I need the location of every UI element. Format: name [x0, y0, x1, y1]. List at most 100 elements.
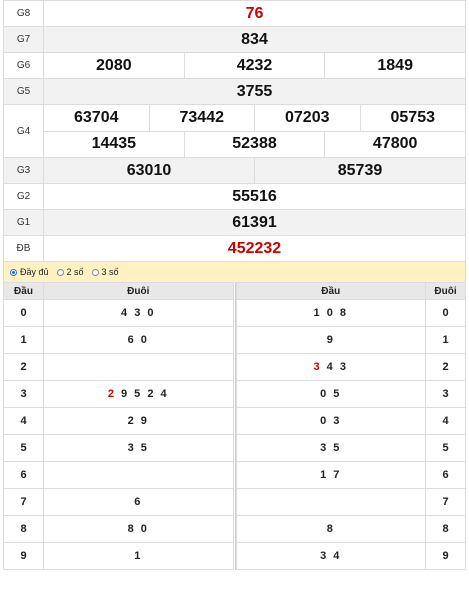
tail-digit: 7 — [425, 488, 466, 516]
prize-number: 73442 — [179, 108, 225, 126]
head-digits — [235, 488, 426, 516]
head-digit: 8 — [3, 515, 44, 543]
digits: 4 3 — [321, 361, 348, 373]
head-digit: 6 — [3, 461, 44, 489]
prize-number: 452232 — [227, 239, 282, 257]
lottery-results: G8 76 G7 834 G6 2080 4232 1849 G5 3755 G… — [3, 0, 466, 570]
table-row: 0 5 3 — [235, 380, 466, 408]
prize-row-g7: G7 834 — [3, 26, 466, 53]
digits: 0 5 — [320, 388, 342, 400]
head-digits: 3 4 — [235, 542, 426, 570]
prize-number: 47800 — [372, 135, 418, 153]
digits: 0 3 — [320, 415, 342, 427]
tail-digits: 6 0 — [43, 326, 234, 354]
prize-label: G3 — [3, 157, 44, 184]
prize-number: 55516 — [232, 187, 277, 205]
tail-digit: 8 — [425, 515, 466, 543]
highlight-digit: 3 — [313, 361, 322, 373]
column-header-tail: Đuôi — [425, 282, 466, 300]
prize-number: 14435 — [91, 135, 137, 153]
digits: 1 — [134, 550, 143, 562]
tail-digit: 5 — [425, 434, 466, 462]
prize-number: 63704 — [74, 108, 119, 126]
table-row: 0 3 4 — [235, 407, 466, 435]
column-header-tail: Đuôi — [43, 282, 234, 300]
prize-row-g6: G6 2080 4232 1849 — [3, 52, 466, 79]
digits: 3 5 — [127, 442, 149, 454]
digit-filter: Đầy đủ 2 số 3 số — [3, 262, 466, 282]
digits: 9 5 2 4 — [115, 388, 169, 400]
digits: 6 — [134, 496, 143, 508]
radio-selected-icon — [10, 268, 17, 276]
head-digits: 1 0 8 — [235, 299, 426, 327]
tail-digit: 4 — [425, 407, 466, 435]
prize-label: G7 — [3, 26, 44, 53]
radio-icon — [56, 268, 64, 276]
table-row: 5 3 5 — [3, 434, 234, 462]
table-row: 6 — [3, 461, 234, 489]
head-digits: 0 3 — [235, 407, 426, 435]
filter-2-digit-radio[interactable]: 2 số — [56, 267, 84, 277]
head-digit: 3 — [3, 380, 44, 408]
prize-number: 85739 — [337, 161, 383, 179]
digits: 1 7 — [320, 469, 342, 481]
head-digit: 2 — [3, 353, 44, 381]
head-digit: 0 — [3, 299, 44, 327]
prize-label: ĐB — [3, 235, 44, 262]
table-row: 4 2 9 — [3, 407, 234, 435]
table-row: 1 6 0 — [3, 326, 234, 354]
tail-digit: 9 — [425, 542, 466, 570]
column-header-head: Đầu — [235, 282, 426, 300]
head-digit: 5 — [3, 434, 44, 462]
tail-digits: 4 3 0 — [43, 299, 234, 327]
prize-number: 1849 — [377, 56, 413, 74]
head-digit: 9 — [3, 542, 44, 570]
prize-number: 52388 — [232, 135, 277, 153]
prize-label: G2 — [3, 183, 44, 210]
prize-label: G5 — [3, 78, 44, 105]
tail-digits: 8 0 — [43, 515, 234, 543]
prize-row-g4: G4 63704 73442 07203 05753 14435 52388 4… — [3, 104, 466, 158]
prize-label: G8 — [3, 0, 44, 27]
prize-label: G6 — [3, 52, 44, 79]
head-digit: 7 — [3, 488, 44, 516]
filter-full-radio[interactable]: Đầy đủ — [10, 267, 49, 277]
tail-digits — [43, 353, 234, 381]
filter-option-label: 2 số — [66, 267, 84, 277]
digits: 4 3 0 — [121, 307, 156, 319]
prize-row-g1: G1 61391 — [3, 209, 466, 236]
tail-digits: 6 — [43, 488, 234, 516]
digits: 3 5 — [320, 442, 342, 454]
digits: 6 0 — [127, 334, 149, 346]
tail-digit: 6 — [425, 461, 466, 489]
prize-row-g5: G5 3755 — [3, 78, 466, 105]
tail-digit: 1 — [425, 326, 466, 354]
prize-label: G4 — [3, 104, 44, 158]
head-digits: 0 5 — [235, 380, 426, 408]
prize-number: 07203 — [285, 108, 330, 126]
table-row: 1 7 6 — [235, 461, 466, 489]
prize-number: 61391 — [232, 213, 277, 231]
radio-icon — [91, 268, 99, 276]
head-digits: 3 4 3 — [235, 353, 426, 381]
table-row: 0 4 3 0 — [3, 299, 234, 327]
prize-table: G8 76 G7 834 G6 2080 4232 1849 G5 3755 G… — [3, 0, 466, 262]
tail-digit: 0 — [425, 299, 466, 327]
head-digits: 1 7 — [235, 461, 426, 489]
prize-number: 4232 — [236, 56, 273, 74]
prize-number: 76 — [245, 4, 264, 22]
prize-row-g8: G8 76 — [3, 0, 466, 27]
table-row: 7 — [235, 488, 466, 516]
prize-row-g2: G2 55516 — [3, 183, 466, 210]
head-digit: 4 — [3, 407, 44, 435]
tail-digits: 2 9 5 2 4 — [43, 380, 234, 408]
filter-3-digit-radio[interactable]: 3 số — [91, 267, 119, 277]
prize-row-db: ĐB 452232 — [3, 235, 466, 262]
tail-digits: 1 — [43, 542, 234, 570]
prize-number: 834 — [241, 30, 268, 48]
